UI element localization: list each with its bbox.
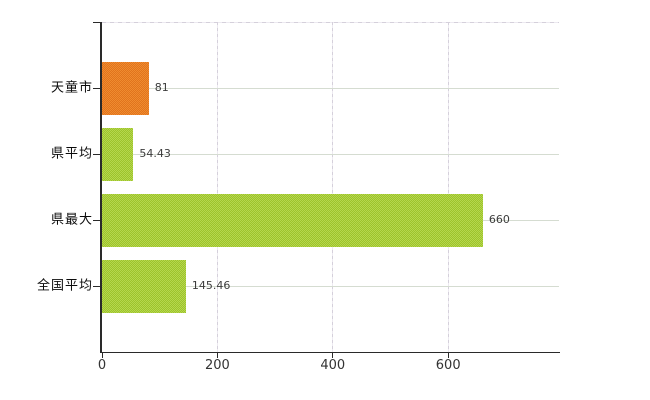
plot-top-border	[102, 22, 559, 23]
x-axis-line	[100, 352, 560, 353]
y-axis-tick	[93, 21, 100, 23]
bar-4	[102, 259, 186, 313]
y-axis-tick	[93, 219, 100, 221]
bar-3	[102, 193, 483, 247]
value-label: 81	[154, 81, 169, 94]
h-gridline	[102, 87, 559, 89]
category-label: 県最大	[50, 212, 93, 228]
y-axis-line	[100, 22, 102, 352]
bar-2	[102, 127, 134, 181]
value-label: 54.43	[139, 147, 171, 160]
y-axis-tick	[93, 153, 100, 155]
v-gridline	[216, 22, 218, 352]
x-axis-tick	[447, 352, 449, 358]
h-gridline	[102, 285, 559, 287]
x-axis-tick	[216, 352, 218, 358]
value-label: 660	[488, 213, 510, 226]
v-gridline	[447, 22, 449, 352]
value-label: 145.46	[191, 279, 231, 292]
x-axis-tick	[332, 352, 334, 358]
bar-1	[102, 61, 149, 115]
v-gridline	[332, 22, 334, 352]
x-tick-label: 600	[435, 358, 461, 373]
category-label: 県平均	[50, 146, 93, 162]
y-axis-tick	[93, 87, 100, 89]
category-label: 天童市	[50, 80, 93, 96]
x-tick-label: 400	[320, 358, 346, 373]
plot-area: 0 200 400 600 81 天童市 54.43 県平均 660 県最大 145.46 全国平均	[37, 21, 560, 373]
category-label: 全国平均	[36, 278, 93, 294]
h-gridline	[102, 153, 559, 155]
y-axis-tick	[93, 285, 100, 287]
x-tick-label: 200	[204, 358, 230, 373]
x-tick-label: 0	[97, 358, 107, 373]
x-axis-tick	[101, 352, 103, 358]
